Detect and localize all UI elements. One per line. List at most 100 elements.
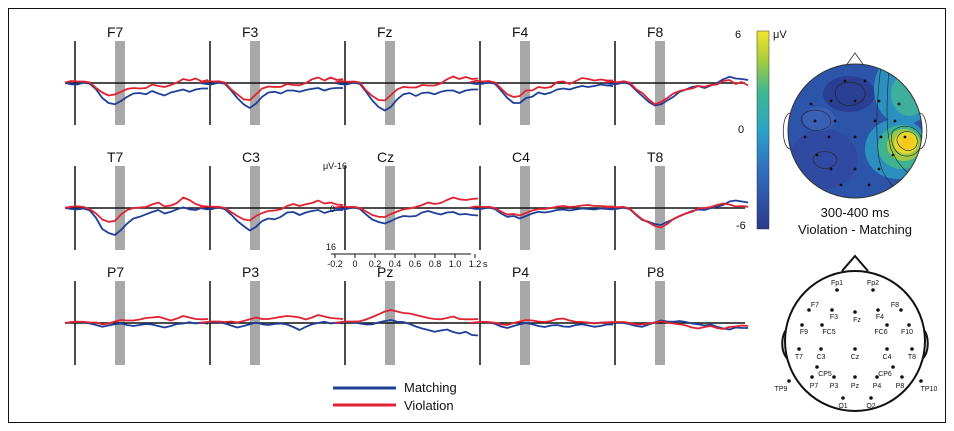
electrode-dot [807, 308, 811, 312]
electrode-label: F10 [901, 329, 913, 336]
electrode-label: Pz [851, 383, 860, 390]
electrode-label: F8 [891, 302, 899, 309]
electrode-dot [871, 288, 875, 292]
electrode-label: FC5 [822, 329, 835, 336]
topomap-electrode-dot [903, 135, 907, 139]
channel-label: F4 [512, 24, 529, 40]
channel-plot-T8: T8 [604, 149, 749, 250]
series-line-matching [469, 206, 614, 220]
topomap-electrode-dot [893, 119, 897, 123]
electrode-dot [885, 323, 889, 327]
channel-plot-Cz: Cz [334, 149, 479, 250]
electrode-label: O2 [866, 403, 875, 410]
channel-label: T7 [107, 149, 124, 165]
colorbar-min-label: -6 [736, 220, 746, 232]
channel-plot-Pz: Pz [334, 264, 479, 365]
figure-panel: F7 F3 Fz F4 F8 T7 C3 Cz C4 T8 P7 P3 Pz P4 P8 μV -16 0 16 -0… [8, 8, 946, 423]
topomap-electrode-dot [877, 99, 881, 103]
legend: Matching Violation [333, 380, 457, 413]
series-line-violation [64, 315, 209, 326]
electrode-label: O1 [838, 403, 847, 410]
series-line-matching [199, 320, 344, 331]
electrode-dot [841, 396, 845, 400]
electrode-dot [899, 308, 903, 312]
y-zero-tick-label: 0 [330, 204, 335, 214]
series-line-matching [334, 81, 479, 112]
series-line-violation [469, 204, 614, 217]
channel-plot-T7: T7 [64, 149, 209, 250]
electrode-label: CP6 [878, 371, 892, 378]
electrode-c3: C3 [817, 347, 826, 361]
electrode-label: Fp1 [831, 280, 843, 287]
electrode-tp9: TP9 [775, 379, 791, 393]
topomap-electrode-dot [829, 99, 833, 103]
electrode-label: F7 [811, 302, 819, 309]
colorbar-gradient [756, 30, 770, 230]
series-line-violation [199, 314, 344, 324]
topomap-electrode-dot [879, 135, 883, 139]
topomap-electrode-dot [863, 79, 867, 83]
channel-plot-F7: F7 [64, 24, 209, 125]
series-line-violation [469, 77, 614, 98]
electrode-label: P4 [873, 383, 882, 390]
electrode-dot [900, 375, 904, 379]
x-tick-label: -0.2 [327, 259, 343, 269]
channel-plot-F8: F8 [604, 24, 749, 125]
series-line-violation [64, 196, 209, 223]
topomap-electrode-dot [813, 119, 817, 123]
x-tick-label: 0 [352, 259, 357, 269]
series-line-violation [199, 76, 344, 101]
electrode-p4: P4 [873, 375, 882, 390]
channel-plot-C4: C4 [469, 149, 614, 250]
electrode-c4: C4 [883, 347, 892, 361]
electrode-label: F9 [800, 329, 808, 336]
topomap-electrode-dot [853, 99, 857, 103]
series-line-matching [469, 81, 614, 104]
electrode-dot [815, 365, 819, 369]
channel-plot-P7: P7 [64, 264, 209, 365]
electrode-f3: F3 [830, 308, 838, 321]
channel-label: T8 [647, 149, 664, 165]
electrode-label: TP10 [921, 386, 938, 393]
topomap-contrast-label: Violation - Matching [798, 222, 912, 237]
series-line-matching [604, 75, 749, 107]
electrode-fc5: FC5 [820, 323, 836, 336]
channel-label: F7 [107, 24, 124, 40]
electrode-o2: O2 [866, 396, 876, 410]
electrode-fp1: Fp1 [831, 280, 843, 292]
montage-electrodes: Fp1 Fp2 F7 F3 Fz F4 F8 F9 FC5 FC6 F10 T7 C3 Cz C4 T8 CP5… [775, 280, 938, 410]
electrode-label: Fz [853, 317, 861, 324]
topomap-electrode-dot [867, 183, 871, 187]
erp-grid: F7 F3 Fz F4 F8 T7 C3 Cz C4 T8 P7 P3 Pz P4 P8 μV -16 0 16 -0… [64, 24, 749, 365]
channel-plot-P8: P8 [604, 264, 749, 365]
montage-nose [841, 254, 869, 272]
colorbar-zero-label: 0 [738, 124, 744, 136]
electrode-f7: F7 [807, 302, 819, 312]
electrode-dot [853, 310, 857, 314]
electrode-cz: Cz [851, 347, 860, 361]
electrode-label: FC6 [874, 329, 887, 336]
topomap-electrode-dot [829, 167, 833, 171]
channel-plot-F4: F4 [469, 24, 614, 125]
electrode-dot [830, 308, 834, 312]
legend-label-matching: Matching [404, 380, 457, 395]
electrode-label: Cz [851, 354, 860, 361]
montage-head-outline [784, 270, 926, 412]
channel-plot-F3: F3 [199, 24, 344, 125]
electrode-dot [820, 323, 824, 327]
topomap-electrode-dots [803, 79, 907, 187]
x-tick-label: 0.6 [409, 259, 422, 269]
electrode-dot [810, 375, 814, 379]
channel-label: Pz [377, 264, 393, 280]
electrode-p7: P7 [810, 375, 818, 390]
x-tick-label: 0.2 [369, 259, 382, 269]
channel-plot-Fz: Fz [334, 24, 479, 125]
topomap-electrode-dot [815, 153, 819, 157]
x-tick-label: 1.0 [449, 259, 462, 269]
electrode-dot [885, 347, 889, 351]
series-line-violation [604, 79, 749, 106]
electrode-label: P8 [896, 383, 905, 390]
y-bottom-tick-label: 16 [326, 242, 336, 252]
topomap-electrode-dot [839, 183, 843, 187]
